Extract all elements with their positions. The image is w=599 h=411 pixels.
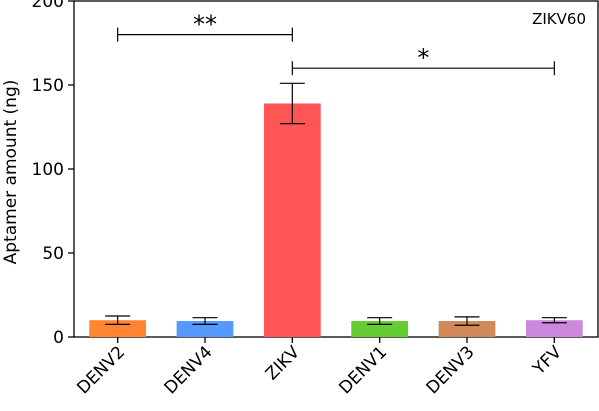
error-bars bbox=[105, 82, 567, 326]
chart-annotation: ZIKV60 bbox=[532, 10, 586, 28]
significance-label: * bbox=[417, 44, 429, 72]
x-tick-label: DENV4 bbox=[161, 342, 217, 398]
x-tick-label: DENV2 bbox=[73, 342, 129, 398]
bar-denv1 bbox=[351, 321, 409, 337]
x-tick-label: DENV1 bbox=[335, 342, 391, 398]
bar-denv3 bbox=[438, 321, 496, 337]
bar-denv4 bbox=[176, 321, 234, 337]
x-tick-label: YFV bbox=[529, 342, 567, 380]
significance-label: ** bbox=[193, 11, 217, 39]
y-tick-label: 100 bbox=[32, 160, 64, 180]
x-tick-label: DENV3 bbox=[423, 342, 479, 398]
y-tick-label: 50 bbox=[42, 244, 64, 264]
bar-zikv bbox=[263, 103, 321, 337]
y-tick-label: 0 bbox=[53, 328, 64, 348]
bars bbox=[89, 103, 583, 337]
x-tick-label: ZIKV bbox=[262, 342, 304, 384]
significance-brackets: *** bbox=[117, 11, 555, 76]
y-axis-label: Aptamer amount (ng) bbox=[1, 80, 21, 265]
plot-frame bbox=[73, 0, 599, 338]
bar-denv2 bbox=[89, 320, 147, 337]
y-tick-label: 200 bbox=[32, 0, 64, 12]
bar-yfv bbox=[525, 320, 583, 337]
y-tick-label: 150 bbox=[32, 76, 64, 96]
